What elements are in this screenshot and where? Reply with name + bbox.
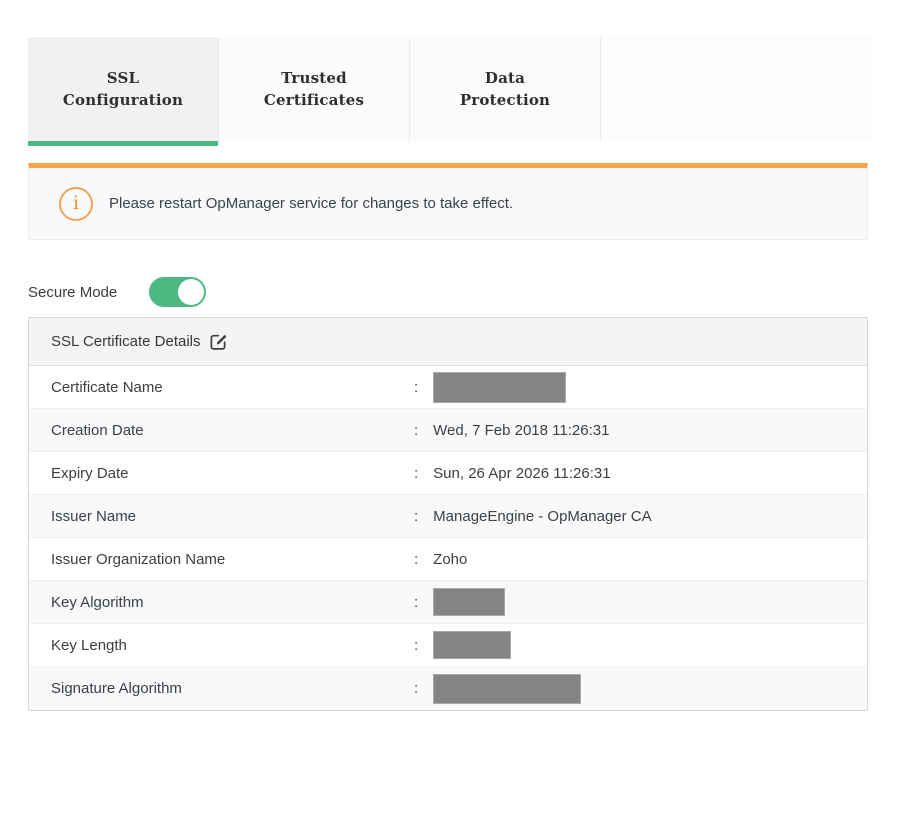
table-row: Creation Date : Wed, 7 Feb 2018 11:26:31 [29, 409, 867, 452]
table-row: Key Length : [29, 624, 867, 667]
row-colon: : [414, 507, 419, 525]
redacted-value [433, 631, 512, 659]
row-value: : [414, 631, 512, 659]
ssl-certificate-details-panel: SSL Certificate Details Certificate Name… [28, 317, 868, 711]
redacted-value [433, 673, 582, 704]
restart-notice: i Please restart OpManager service for c… [28, 163, 868, 240]
panel-header: SSL Certificate Details [29, 318, 867, 366]
redacted-value [433, 588, 506, 616]
restart-notice-text: Please restart OpManager service for cha… [109, 195, 514, 212]
secure-mode-row: Secure Mode [28, 277, 868, 307]
row-colon: : [414, 593, 419, 611]
row-label: Issuer Organization Name [51, 550, 226, 568]
tab-data-protection[interactable]: Data Protection [409, 37, 600, 146]
row-label: Key Length [51, 636, 127, 654]
table-row: Expiry Date : Sun, 26 Apr 2026 11:26:31 [29, 452, 867, 495]
row-label: Signature Algorithm [51, 680, 182, 697]
toggle-knob [178, 279, 205, 305]
table-row: Issuer Organization Name : Zoho [29, 538, 867, 581]
tab-label: Data Protection [459, 69, 551, 109]
row-colon: : [414, 421, 419, 439]
row-colon: : [414, 378, 419, 396]
row-value: : [414, 673, 582, 704]
secure-mode-label: Secure Mode [28, 283, 118, 301]
row-value: : Wed, 7 Feb 2018 11:26:31 [414, 422, 609, 439]
tab-trusted-certificates[interactable]: Trusted Certificates [218, 37, 409, 146]
row-value: : [414, 588, 506, 616]
row-colon: : [414, 636, 419, 654]
row-label: Certificate Name [51, 378, 163, 396]
row-label: Issuer Name [51, 507, 137, 525]
panel-title: SSL Certificate Details [51, 333, 201, 350]
row-label: Key Algorithm [51, 593, 144, 611]
table-row: Issuer Name : ManageEngine - OpManager C… [29, 495, 867, 538]
panel-rows: Certificate Name : Creation Date : Wed, … [29, 366, 867, 710]
tab-bar: SSL Configuration Trusted Certificates D… [28, 37, 873, 146]
row-colon: : [414, 464, 419, 482]
row-value: : Zoho [414, 551, 467, 568]
tab-ssl-configuration[interactable]: SSL Configuration [28, 37, 218, 146]
row-colon: : [414, 680, 419, 697]
row-label: Creation Date [51, 421, 144, 439]
row-value-text: ManageEngine - OpManager CA [433, 507, 652, 525]
tab-bar-filler [600, 37, 873, 141]
tab-label: Trusted Certificates [263, 69, 365, 109]
table-row: Signature Algorithm : [29, 667, 867, 710]
row-label: Expiry Date [51, 464, 129, 482]
row-value-text: Sun, 26 Apr 2026 11:26:31 [433, 464, 611, 482]
ssl-settings-page: SSL Configuration Trusted Certificates D… [28, 37, 873, 711]
redacted-value [433, 371, 567, 403]
row-value: : ManageEngine - OpManager CA [414, 508, 652, 525]
tab-label: SSL Configuration [62, 69, 184, 109]
row-value: : [414, 371, 567, 403]
row-colon: : [414, 550, 419, 568]
row-value-text: Wed, 7 Feb 2018 11:26:31 [433, 421, 610, 439]
info-icon: i [59, 186, 93, 221]
edit-icon[interactable] [210, 333, 228, 351]
table-row: Certificate Name : [29, 366, 867, 409]
secure-mode-toggle[interactable] [149, 277, 207, 307]
row-value: : Sun, 26 Apr 2026 11:26:31 [414, 465, 611, 482]
table-row: Key Algorithm : [29, 581, 867, 624]
row-value-text: Zoho [433, 550, 468, 568]
